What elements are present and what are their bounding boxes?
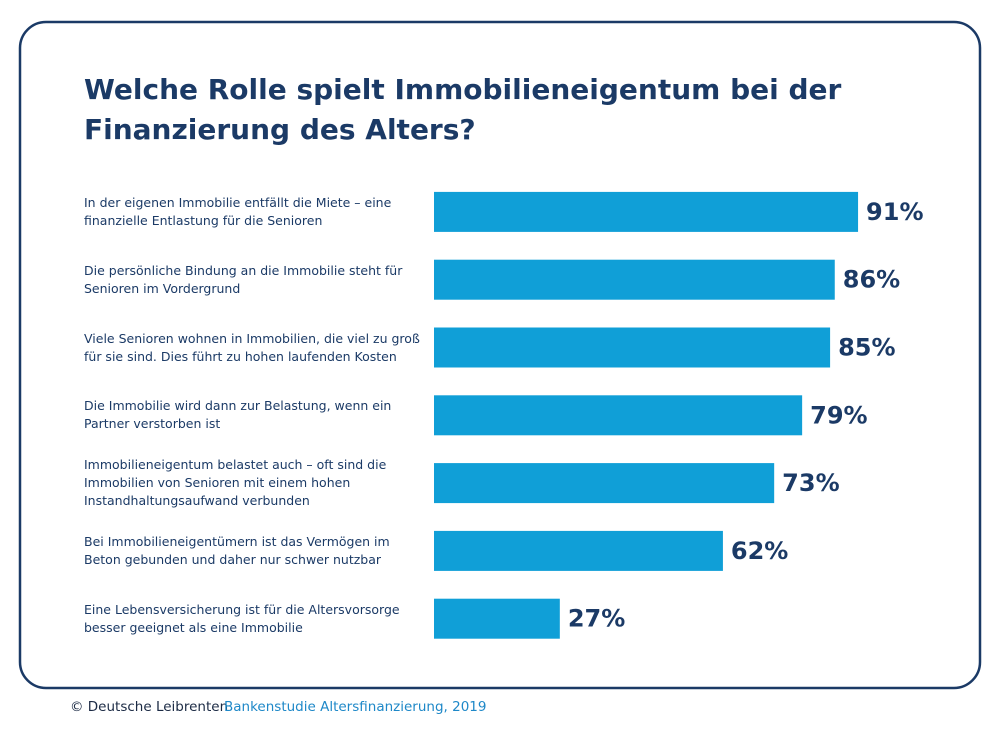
value-label: 62% <box>731 537 788 565</box>
category-label: Eine Lebensversicherung ist für die Alte… <box>84 601 400 635</box>
value-label: 27% <box>568 605 625 633</box>
source: Bankenstudie Altersfinanzierung, 2019 <box>224 699 487 715</box>
bar <box>434 191 859 232</box>
value-label: 86% <box>843 266 900 294</box>
value-label: 73% <box>782 469 839 497</box>
category-label: Bei Immobilieneigentümern ist das Vermög… <box>84 533 390 567</box>
value-label: 85% <box>838 334 895 362</box>
bar <box>434 327 831 368</box>
category-label: Die persönliche Bindung an die Immobilie… <box>84 262 403 296</box>
value-label: 79% <box>810 401 867 429</box>
chart-title: Welche Rolle spielt Immobilieneigentum b… <box>84 73 842 146</box>
bar <box>434 259 835 300</box>
category-label: Viele Senioren wohnen in Immobilien, die… <box>84 330 420 364</box>
category-label: Immobilieneigentum belastet auch – oft s… <box>84 457 387 509</box>
bar <box>434 395 803 436</box>
category-label: Die Immobilie wird dann zur Belastung, w… <box>84 398 392 432</box>
bar <box>434 530 723 571</box>
frame <box>18 20 982 690</box>
copyright: © Deutsche Leibrenten <box>70 699 229 715</box>
category-label: In der eigenen Immobilie entfällt die Mi… <box>84 194 392 228</box>
value-label: 91% <box>866 198 923 226</box>
bar <box>434 463 775 504</box>
bar <box>434 598 560 639</box>
